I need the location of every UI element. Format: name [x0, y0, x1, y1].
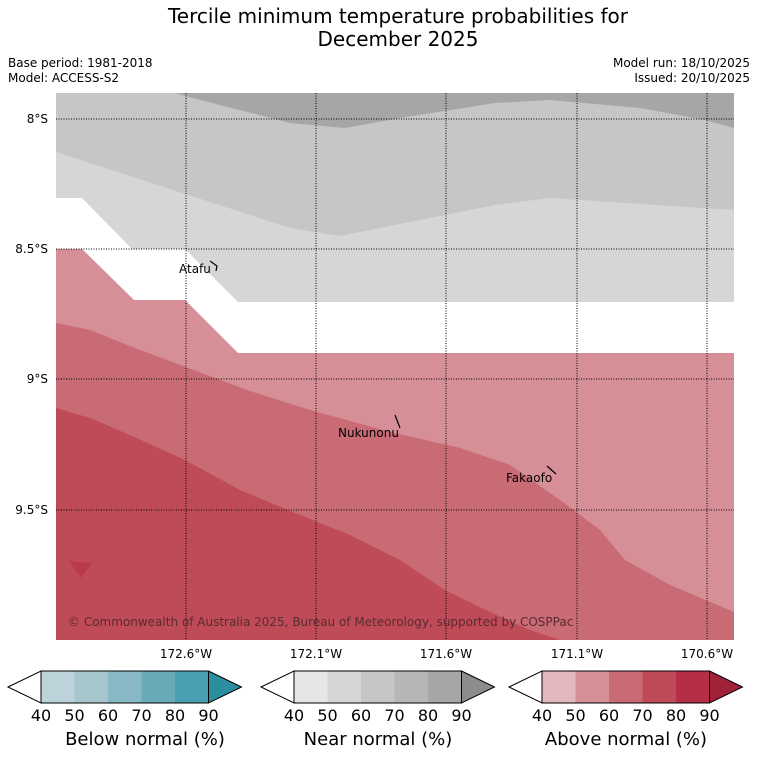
legend-extend-max	[208, 670, 243, 704]
place-label-nukunonu: Nukunonu	[338, 426, 399, 440]
legend-tick-label: 50	[317, 706, 337, 725]
legend-extend-min	[507, 670, 543, 704]
meta-right: Model run: 18/10/2025 Issued: 20/10/2025	[613, 56, 750, 86]
lon-label: 172.1°W	[290, 647, 342, 661]
lon-label: 170.6°W	[681, 647, 733, 661]
legend-cell	[428, 671, 462, 703]
legend-cell	[74, 671, 108, 703]
copyright-notice: © Commonwealth of Australia 2025, Bureau…	[68, 615, 573, 629]
legend-cell	[542, 671, 576, 703]
legend-tick-label: 80	[165, 706, 185, 725]
map-title: Tercile minimum temperature probabilitie…	[0, 5, 758, 51]
legend-cell	[609, 671, 643, 703]
nukunonu-atoll	[394, 414, 401, 429]
legend-tick-label: 40	[532, 706, 552, 725]
legend-below-normal: 40 50 60 70 80 90	[6, 670, 243, 725]
fakaofo-atoll	[546, 465, 557, 475]
legend-near-normal: 40 50 60 70 80 90	[259, 670, 496, 725]
above-normal-small-patch	[69, 561, 92, 578]
lat-label: 8°S	[27, 112, 48, 126]
legend-tick-label: 80	[666, 706, 686, 725]
legend-tick-label: 90	[699, 706, 719, 725]
legend-tick-label: 60	[351, 706, 371, 725]
model-run: Model run: 18/10/2025	[612, 56, 750, 70]
legend-tick-label: 40	[31, 706, 51, 725]
legend-extend-max	[461, 670, 496, 704]
base-period: Base period: 1981-2018	[8, 56, 153, 70]
place-label-fakaofo: Fakaofo	[506, 471, 552, 485]
legend-tick-label: 70	[131, 706, 151, 725]
title-line-1: Tercile minimum temperature probabilitie…	[167, 4, 629, 28]
lon-label: 172.6°W	[160, 647, 212, 661]
legend-extend-max	[709, 670, 744, 704]
legend-outline	[541, 670, 710, 704]
map-shading	[56, 93, 734, 640]
no-signal-area-1	[56, 198, 132, 249]
legend-cell	[361, 671, 395, 703]
legend-outline	[40, 670, 209, 704]
lat-label: 9.5°S	[15, 503, 48, 517]
legend-tick-label: 90	[198, 706, 218, 725]
lon-label: 171.6°W	[420, 647, 472, 661]
legend-cell	[141, 671, 175, 703]
legend-tick-label: 70	[384, 706, 404, 725]
legend-near-label: Near normal (%)	[303, 729, 453, 750]
legend-cell	[642, 671, 676, 703]
legend-cell	[294, 671, 328, 703]
place-label-atafu: Atafu	[179, 262, 211, 276]
meta-left: Base period: 1981-2018 Model: ACCESS-S2	[8, 56, 153, 86]
legend-cell	[41, 671, 75, 703]
legend-tick-label: 60	[98, 706, 118, 725]
legend-above-normal: 40 50 60 70 80 90	[507, 670, 744, 725]
legend-cell	[575, 671, 609, 703]
legend-tick-label: 40	[284, 706, 304, 725]
lat-label: 8.5°S	[15, 242, 48, 256]
legend-cell	[676, 671, 710, 703]
legend-tick-label: 60	[599, 706, 619, 725]
legend-cell	[108, 671, 142, 703]
legend-tick-label: 70	[632, 706, 652, 725]
issued-date: Issued: 20/10/2025	[634, 71, 750, 85]
legend-tick-label: 80	[418, 706, 438, 725]
title-line-2: December 2025	[317, 27, 479, 51]
legend-extend-min	[6, 670, 42, 704]
lat-label: 9°S	[27, 372, 48, 386]
legend-cell	[394, 671, 428, 703]
no-signal-area-2	[82, 249, 734, 353]
lon-label: 171.1°W	[551, 647, 603, 661]
above-normal-80-band	[56, 408, 560, 640]
near-normal-80-band	[175, 93, 734, 128]
legend-above-label: Above normal (%)	[544, 729, 708, 750]
legend-tick-label: 90	[451, 706, 471, 725]
legend-below-label: Below normal (%)	[65, 729, 225, 750]
near-normal-70-band	[56, 93, 734, 236]
legend-cell	[175, 671, 209, 703]
atafu-atoll	[209, 260, 218, 272]
graticule	[56, 93, 734, 640]
legend-tick-label: 50	[64, 706, 84, 725]
legend-extend-min	[259, 670, 295, 704]
legend-cell	[327, 671, 361, 703]
legend-outline	[293, 670, 462, 704]
model-name: Model: ACCESS-S2	[8, 71, 120, 85]
legend-tick-label: 50	[565, 706, 585, 725]
